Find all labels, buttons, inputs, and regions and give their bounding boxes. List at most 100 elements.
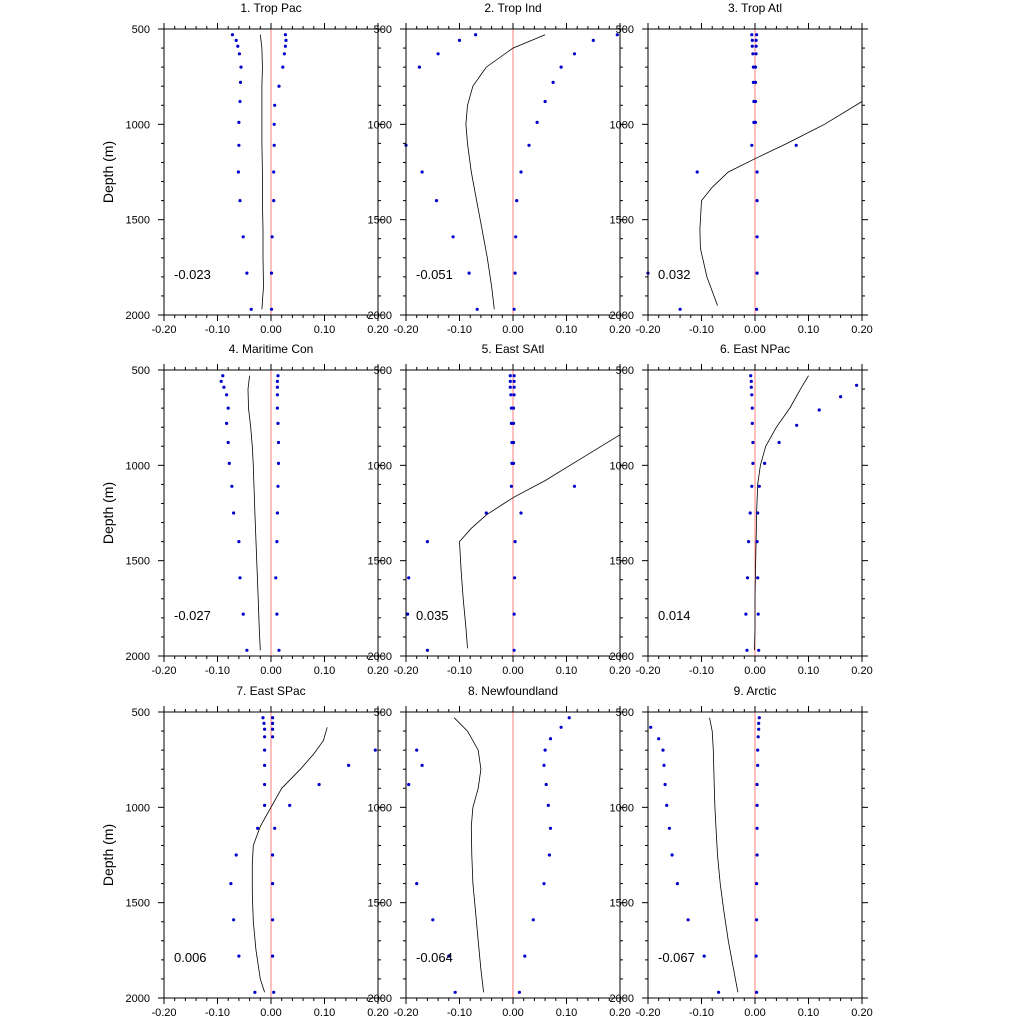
- data-point: [281, 65, 285, 69]
- data-point: [271, 954, 275, 958]
- profile-line: [453, 717, 484, 993]
- x-tick-label: 0.10: [798, 1007, 819, 1019]
- panel-title: 2. Trop Ind: [484, 1, 541, 15]
- data-point: [517, 990, 522, 994]
- panel-grid: -0.20 -0.10 0.00 0.10 0.20 500 1000 1500 2000 1. …: [100, 1, 873, 1019]
- data-point: [271, 727, 275, 731]
- data-point: [271, 853, 275, 857]
- data-point: [238, 80, 243, 84]
- panel-title: 6. East NPac: [720, 342, 790, 356]
- y-tick-label: 1000: [610, 460, 634, 472]
- y-tick-label: 1500: [126, 215, 150, 227]
- x-tick-label: 0.10: [556, 1007, 577, 1019]
- panel-7: -0.20 -0.10 0.00 0.10 0.20 500 1000 1500 2000 7. …: [100, 684, 389, 1019]
- data-point: [271, 716, 275, 720]
- data-point: [415, 748, 419, 752]
- profile-line: [459, 434, 621, 649]
- y-tick-label: 2000: [610, 651, 634, 663]
- x-tick-label: 0.10: [556, 324, 577, 336]
- data-point: [276, 440, 281, 445]
- data-point: [241, 612, 245, 616]
- data-point: [754, 52, 758, 56]
- data-point: [512, 385, 516, 389]
- data-point: [755, 235, 759, 239]
- y-tick-label: 500: [616, 24, 634, 36]
- data-point: [436, 52, 440, 56]
- data-point: [276, 421, 280, 425]
- data-point: [749, 374, 753, 378]
- data-point: [794, 143, 798, 147]
- data-point: [665, 803, 669, 808]
- data-point: [225, 421, 229, 425]
- data-point: [750, 33, 754, 37]
- x-tick-label: -0.10: [689, 1007, 714, 1019]
- data-point: [236, 44, 240, 48]
- data-point: [263, 727, 267, 731]
- panel-annotation: 0.035: [416, 608, 449, 623]
- x-tick-label: 0.00: [744, 324, 765, 336]
- panel-5: -0.20 -0.10 0.00 0.10 0.20 500 1000 1500 2000 5. …: [368, 342, 631, 677]
- x-tick-label: -0.10: [689, 324, 714, 336]
- data-point: [236, 170, 240, 174]
- data-point: [263, 803, 267, 808]
- data-point: [567, 716, 571, 720]
- y-tick-label: 1000: [126, 119, 150, 131]
- data-point: [271, 882, 275, 886]
- data-point: [755, 33, 759, 37]
- data-point: [238, 99, 242, 104]
- data-point: [263, 763, 267, 768]
- data-point: [508, 385, 512, 389]
- y-tick-label: 500: [132, 707, 150, 719]
- y-tick-label: 500: [132, 24, 150, 36]
- x-tick-label: -0.20: [393, 324, 418, 336]
- y-tick-label: 1000: [368, 802, 392, 814]
- data-point: [512, 393, 516, 397]
- data-point: [263, 735, 267, 739]
- data-point: [509, 484, 513, 488]
- data-point: [237, 954, 241, 958]
- panel-annotation: 0.014: [658, 608, 691, 623]
- panel-annotation: 0.032: [658, 267, 691, 282]
- data-point: [755, 199, 759, 203]
- data-point: [420, 170, 424, 174]
- data-point: [431, 918, 435, 922]
- panel-annotation: 0.006: [174, 950, 207, 965]
- data-point: [755, 918, 759, 922]
- x-tick-label: 0.20: [609, 665, 630, 677]
- profile-line: [754, 375, 809, 651]
- x-tick-label: 0.20: [609, 324, 630, 336]
- data-point: [543, 99, 547, 104]
- data-point: [546, 803, 550, 808]
- data-point: [519, 511, 523, 515]
- x-tick-label: -0.20: [151, 1007, 176, 1019]
- panel-title: 7. East SPac: [236, 684, 305, 698]
- data-point: [225, 393, 229, 397]
- data-point: [407, 782, 411, 787]
- data-point: [750, 406, 754, 410]
- data-point: [283, 33, 287, 37]
- data-point: [514, 235, 518, 239]
- x-tick-label: 0.00: [744, 1007, 765, 1019]
- data-point: [695, 170, 699, 174]
- data-point: [511, 421, 516, 425]
- data-point: [275, 540, 279, 544]
- data-point: [276, 484, 280, 488]
- profile-line: [709, 717, 739, 993]
- data-point: [275, 406, 279, 410]
- y-tick-label: 2000: [368, 993, 392, 1005]
- data-point: [474, 33, 478, 37]
- data-point: [559, 725, 563, 729]
- data-point: [755, 540, 759, 544]
- data-point: [512, 374, 516, 378]
- data-point: [755, 803, 759, 808]
- y-tick-label: 500: [374, 24, 392, 36]
- data-point: [275, 385, 279, 389]
- data-point: [755, 882, 759, 886]
- data-point: [271, 721, 275, 726]
- data-point: [262, 721, 266, 726]
- y-tick-label: 2000: [368, 310, 392, 322]
- data-point: [757, 716, 761, 720]
- data-point: [745, 576, 750, 580]
- x-tick-label: 0.20: [609, 1007, 630, 1019]
- y-tick-label: 1000: [368, 119, 392, 131]
